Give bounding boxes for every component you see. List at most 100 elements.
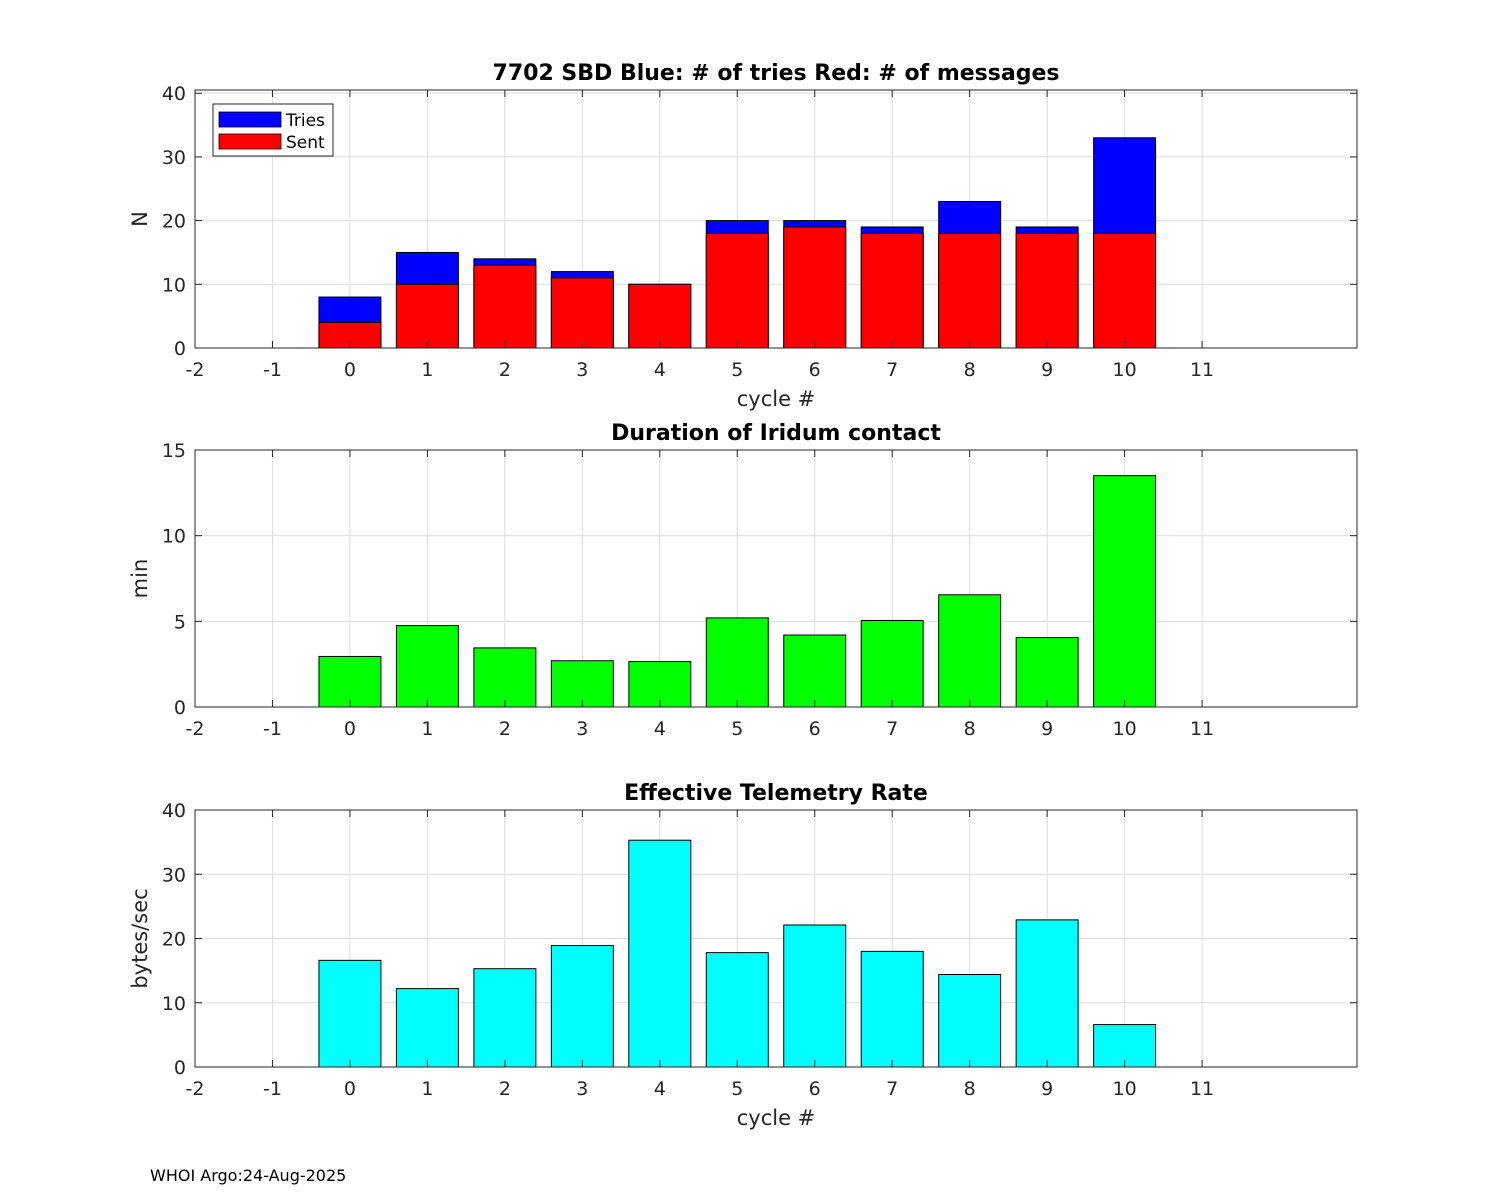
chart-panel-3: -2 -1 0 1 2 3 4 5 6 7 8 9 10 11 0 10 20 30 40 Effective Tel… [128,781,1358,1130]
plot-area [195,450,1357,707]
bar-duration-cycle-2 [473,647,537,708]
y-tick-label: 0 [174,338,186,360]
y-tick-label: 15 [162,440,186,462]
x-tick-label: 6 [809,718,821,740]
x-axis-label: cycle # [737,1106,816,1130]
bar-rate-cycle-6 [783,924,847,1068]
y-axis-label: min [128,559,152,599]
axes-box [194,89,1358,349]
y-tick-label: 40 [162,800,186,822]
x-tick-label: 8 [964,718,976,740]
y-tick-label: 10 [162,993,186,1015]
x-tick-label: 3 [576,718,588,740]
y-tick-label: 40 [162,83,186,105]
x-tick-label: 3 [576,1078,588,1100]
x-tick-label: -2 [186,359,205,381]
x-tick-label: -2 [186,1078,205,1100]
chart-panel-1: -2 -1 0 1 2 3 4 5 6 7 8 9 10 11 0 10 20 30 40 7702 SBD Blue… [128,61,1358,411]
axes-box [194,449,1358,708]
bar-rate-cycle-1 [395,988,459,1068]
bar-duration-cycle-8 [938,594,1002,708]
x-tick-label: 7 [886,1078,898,1100]
bar-rate-cycle-3 [550,945,614,1068]
x-tick-label: 3 [576,359,588,381]
y-tick-label: 20 [162,929,186,951]
bar-sent-cycle-7 [860,232,924,349]
x-tick-label: 5 [731,359,743,381]
bar-duration-cycle-7 [860,619,924,708]
x-axis-label: cycle # [737,387,816,411]
x-tick-label: 6 [809,1078,821,1100]
chart-title: Effective Telemetry Rate [624,781,928,806]
x-tick-label: 2 [499,718,511,740]
x-tick-label: 10 [1113,1078,1137,1100]
bar-rate-cycle-10 [1093,1024,1157,1068]
x-tick-label: 4 [654,1078,666,1100]
bar-duration-cycle-5 [705,617,769,708]
x-tick-label: -2 [186,718,205,740]
bar-sent-cycle-2 [473,264,537,349]
y-tick-label: 10 [162,274,186,296]
bar-duration-cycle-6 [783,634,847,708]
bar-duration-cycle-10 [1093,475,1157,708]
y-tick-label: 10 [162,526,186,548]
x-tick-label: 4 [654,359,666,381]
bar-sent-cycle-10 [1093,232,1157,349]
bar-rate-cycle-8 [938,973,1002,1068]
x-tick-label: 11 [1190,718,1214,740]
bar-sent-cycle-4 [628,283,692,349]
x-tick-label: 9 [1041,718,1053,740]
x-tick-label: 7 [886,718,898,740]
y-tick-label: 30 [162,147,186,169]
y-axis-label: bytes/sec [128,888,152,988]
x-tick-label: 8 [964,359,976,381]
x-tick-label: 2 [499,359,511,381]
x-tick-label: 0 [344,359,356,381]
legend-swatch-tries [218,111,282,128]
bar-rate-cycle-7 [860,950,924,1068]
y-tick-label: 5 [174,611,186,633]
bar-duration-cycle-3 [550,660,614,708]
x-tick-label: 11 [1190,1078,1214,1100]
footer-credit: WHOI Argo:24-Aug-2025 [150,1166,347,1185]
bar-duration-cycle-0 [318,655,382,708]
x-tick-label: 5 [731,1078,743,1100]
plot-area [195,90,1357,348]
bar-rate-cycle-2 [473,968,537,1068]
bar-duration-cycle-9 [1015,637,1079,708]
bar-sent-cycle-3 [550,277,614,349]
bar-rate-cycle-5 [705,952,769,1068]
bar-sent-cycle-8 [938,232,1002,349]
x-tick-label: 1 [421,1078,433,1100]
bar-sent-cycle-1 [395,283,459,349]
x-tick-label: 2 [499,1078,511,1100]
chart-title: 7702 SBD Blue: # of tries Red: # of mess… [493,61,1060,86]
y-tick-label: 0 [174,1057,186,1079]
y-tick-label: 30 [162,864,186,886]
bar-rate-cycle-4 [628,839,692,1068]
x-tick-label: 5 [731,718,743,740]
bar-rate-cycle-0 [318,959,382,1068]
bar-sent-cycle-6 [783,226,847,349]
legend-swatch-sent [218,133,282,150]
x-tick-label: 11 [1190,359,1214,381]
y-tick-label: 0 [174,697,186,719]
bar-sent-cycle-5 [705,232,769,349]
x-tick-label: 9 [1041,359,1053,381]
chart-panel-2: -2 -1 0 1 2 3 4 5 6 7 8 9 10 11 0 5 10 15 Duration of Irid… [128,421,1358,740]
x-tick-label: -1 [263,1078,282,1100]
x-tick-label: 0 [344,718,356,740]
bar-rate-cycle-9 [1015,919,1079,1068]
chart-title: Duration of Iridum contact [611,421,941,446]
x-tick-label: -1 [263,359,282,381]
bar-sent-cycle-9 [1015,232,1079,349]
x-tick-label: 6 [809,359,821,381]
bar-duration-cycle-1 [395,625,459,708]
x-tick-label: 10 [1113,718,1137,740]
x-tick-label: 10 [1113,359,1137,381]
y-axis-label: N [128,211,152,227]
x-tick-label: 0 [344,1078,356,1100]
legend-label-tries: Tries [285,111,325,131]
